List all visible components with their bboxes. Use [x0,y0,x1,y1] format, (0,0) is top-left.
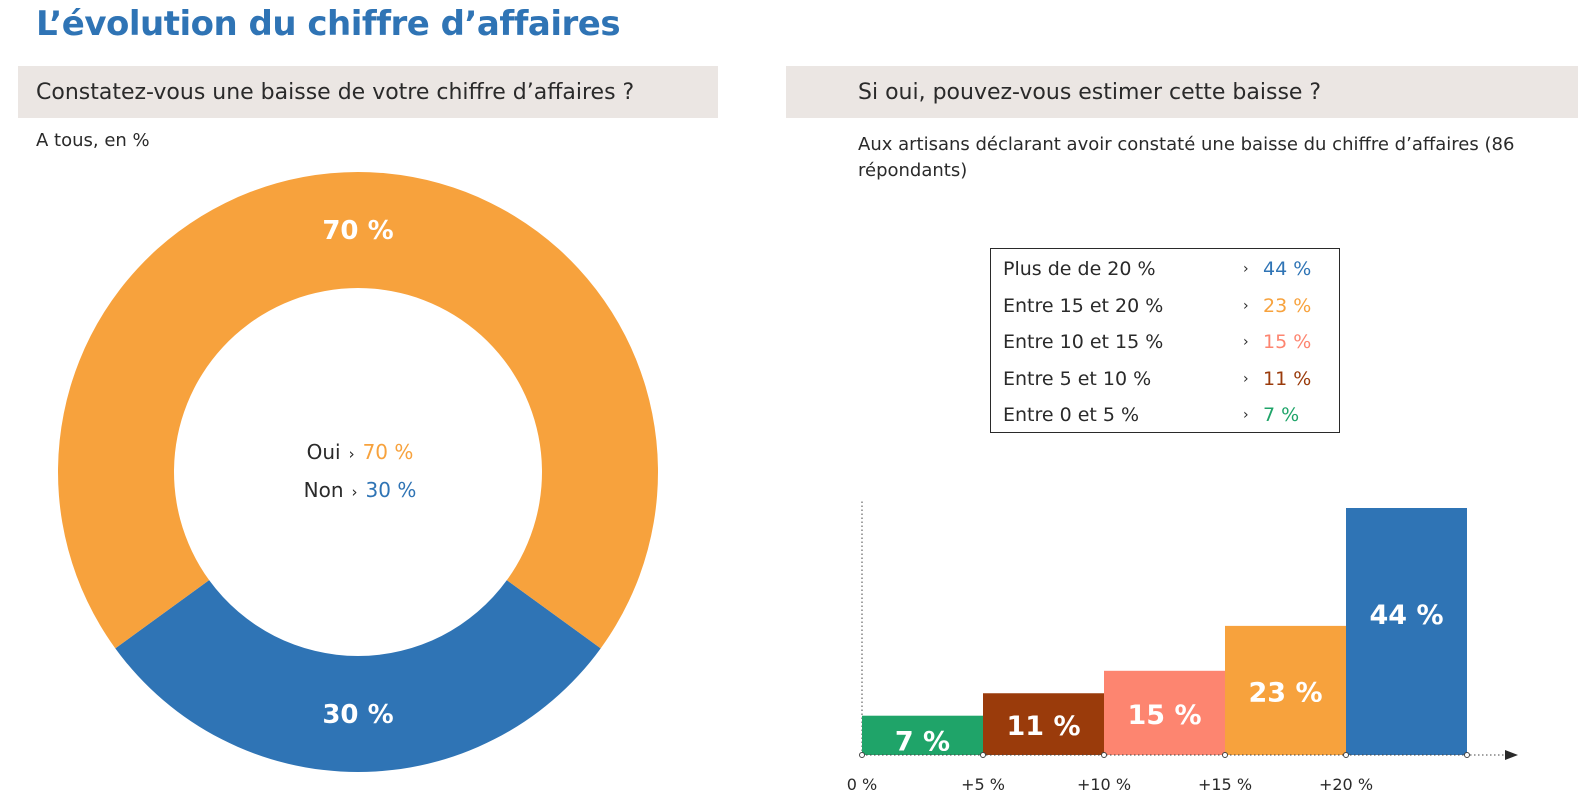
bar-value-label: 23 % [1248,677,1322,708]
bar-value-label: 44 % [1369,600,1443,631]
bar [1225,625,1346,755]
donut-legend-label: Oui [306,440,341,464]
x-tick-marker [1222,752,1228,758]
bar-legend-label: Entre 15 et 20 % [1003,294,1164,317]
chevron-right-icon: › [1243,297,1249,314]
x-tick-label: +15 % [1198,775,1252,794]
page-title: L’évolution du chiffre d’affaires [36,4,621,44]
left-panel-subtitle: A tous, en % [36,130,150,151]
x-tick-label: +10 % [1077,775,1131,794]
right-panel-header: Si oui, pouvez-vous estimer cette baisse… [786,66,1578,118]
bar-value-label: 11 % [1006,711,1080,742]
donut-slice-label: 70 % [322,216,393,246]
bar [862,715,983,755]
left-panel-header: Constatez-vous une baisse de votre chiff… [18,66,718,118]
bar-legend-row: Entre 15 et 20 % › 23 % [991,288,1339,325]
axis-arrow-icon [1505,750,1518,760]
chevron-right-icon: › [1243,407,1249,424]
right-panel-subtitle: Aux artisans déclarant avoir constaté un… [858,134,1515,181]
donut-legend-row-non: Non › 30 % [260,478,460,516]
bar-legend-row: Plus de de 20 % › 44 % [991,251,1339,288]
bar-legend-row: Entre 5 et 10 % › 11 % [991,361,1339,398]
bar [1104,670,1225,755]
bar-value-label: 15 % [1127,700,1201,731]
x-tick-label: +20 % [1319,775,1373,794]
donut-legend-value: 70 % [362,440,414,464]
bar-legend-value: 7 % [1263,404,1300,427]
donut-center-legend: Oui › 70 % Non › 30 % [260,440,460,516]
x-tick-marker [1464,752,1470,758]
x-tick-marker [859,752,865,758]
chevron-right-icon: › [348,445,355,463]
donut-legend-label: Non [303,478,344,502]
bar-legend-value: 44 % [1263,258,1312,281]
bar-legend-label: Entre 5 et 10 % [1003,367,1152,390]
donut-slice-non [115,580,601,772]
bar-legend-row: Entre 0 et 5 % › 7 % [991,397,1339,434]
bar-legend-value: 23 % [1263,294,1312,317]
donut-legend-row-oui: Oui › 70 % [260,440,460,478]
bar-legend-row: Entre 10 et 15 % › 15 % [991,324,1339,361]
bar [983,693,1104,755]
bar-legend-value: 11 % [1263,367,1312,390]
chevron-right-icon: › [1243,334,1249,351]
chevron-right-icon: › [1243,370,1249,387]
chevron-right-icon: › [1243,261,1249,278]
donut-legend-value: 30 % [365,478,417,502]
bar-value-label: 7 % [895,726,950,757]
bar-legend-value: 15 % [1263,331,1312,354]
bar-legend: Plus de de 20 % › 44 % Entre 15 et 20 % … [990,248,1340,433]
donut-chart: 30 % 70 % [58,172,658,772]
bar [1346,508,1467,755]
x-tick-marker [1101,752,1107,758]
donut-slice-label: 30 % [322,700,393,730]
x-tick-label: 0 % [847,775,877,794]
x-tick-marker [980,752,986,758]
bar-legend-label: Plus de de 20 % [1003,258,1156,281]
left-panel-question: Constatez-vous une baisse de votre chiff… [36,79,635,105]
donut-slice-oui [58,172,658,649]
x-tick-marker [1343,752,1349,758]
bar-legend-label: Entre 10 et 15 % [1003,331,1164,354]
bar-legend-label: Entre 0 et 5 % [1003,404,1140,427]
x-tick-label: +5 % [961,775,1005,794]
right-panel-question: Si oui, pouvez-vous estimer cette baisse… [858,79,1322,105]
chevron-right-icon: › [351,483,358,501]
